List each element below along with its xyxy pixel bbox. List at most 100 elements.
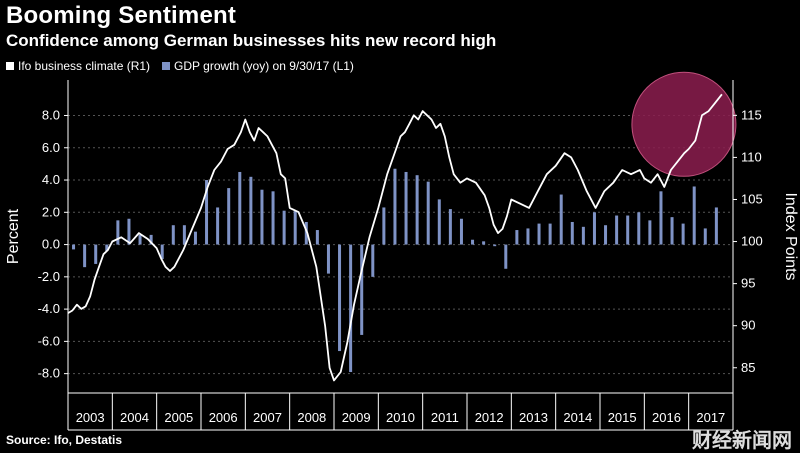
- axes: [67, 80, 734, 431]
- gdp-bar: [315, 230, 319, 245]
- legend-swatch-bars: [162, 62, 171, 70]
- chart-title: Booming Sentiment: [6, 2, 237, 29]
- gdp-bar: [371, 244, 375, 277]
- gdp-bar: [604, 225, 608, 245]
- left-axis-title: Percent: [5, 208, 22, 264]
- gdp-bar: [548, 223, 552, 245]
- gdp-bar: [271, 191, 275, 245]
- watermark-logo: 财经新闻网: [692, 428, 792, 452]
- gdp-bar: [615, 215, 619, 245]
- legend: Ifo business climate (R1) GDP growth (yo…: [6, 59, 354, 73]
- x-tick-label: 2005: [164, 410, 193, 425]
- left-tick-label: 6.0: [42, 140, 60, 155]
- gdp-bar: [260, 189, 264, 245]
- right-tick-label: 100: [741, 234, 763, 249]
- gdp-bar: [648, 220, 652, 245]
- gdp-bars: [72, 168, 718, 373]
- gdp-bar: [238, 171, 242, 245]
- gdp-bar: [94, 244, 98, 264]
- gdp-bar: [670, 217, 674, 245]
- gdp-bar: [205, 180, 209, 245]
- gdp-bar: [116, 220, 120, 245]
- gdp-bar: [537, 223, 541, 245]
- left-tick-label: -4.0: [38, 301, 60, 316]
- right-tick-label: 105: [741, 191, 763, 206]
- gdp-bar: [426, 181, 430, 245]
- right-axis-ticks: 85 90 95 100 105 110 115: [733, 107, 763, 375]
- x-tick-label: 2016: [652, 410, 681, 425]
- left-tick-label: -6.0: [38, 333, 60, 348]
- x-tick-label: 2011: [431, 410, 459, 425]
- gdp-bar: [692, 186, 696, 245]
- gdp-bar: [127, 218, 131, 245]
- gdp-bar: [171, 225, 175, 245]
- left-axis-ticks: -8.0 -6.0 -4.0 -2.0 0.0 2.0 4.0 6.0 8.0: [38, 107, 68, 381]
- gdp-bar: [515, 230, 519, 245]
- gdp-bar: [482, 241, 486, 245]
- gdp-bar: [326, 244, 330, 274]
- gdp-bar: [681, 223, 685, 245]
- gdp-bar: [293, 210, 297, 245]
- gdp-bar: [72, 244, 76, 250]
- left-tick-label: 2.0: [42, 204, 60, 219]
- gdp-bar: [349, 244, 353, 373]
- right-tick-label: 85: [741, 360, 755, 375]
- ifo-line: [67, 93, 723, 382]
- legend-swatch-line: [6, 62, 14, 70]
- gdp-bar: [415, 175, 419, 245]
- gdp-bar: [282, 210, 286, 245]
- left-tick-label: 8.0: [42, 107, 60, 122]
- gdp-bar: [459, 218, 463, 245]
- x-tick-label: 2012: [475, 410, 504, 425]
- highlight-circle: [631, 71, 737, 177]
- x-tick-label: 2007: [253, 410, 282, 425]
- x-tick-label: 2008: [297, 410, 326, 425]
- gdp-bar: [182, 225, 186, 245]
- gdp-bar: [504, 244, 508, 269]
- left-tick-label: 4.0: [42, 172, 60, 187]
- x-tick-label: 2006: [209, 410, 238, 425]
- x-tick-label: 2014: [563, 410, 592, 425]
- x-tick-label: 2013: [519, 410, 548, 425]
- gdp-bar: [471, 239, 475, 245]
- chart-subtitle: Confidence among German businesses hits …: [6, 31, 497, 50]
- right-tick-label: 90: [741, 318, 755, 333]
- right-tick-label: 110: [741, 149, 762, 164]
- x-tick-label: 2017: [696, 410, 725, 425]
- x-axis-labels: 2003 2004 2005 2006 2007 2008 2009 2010 2011 2012…: [67, 393, 734, 430]
- gdp-bar: [393, 168, 397, 245]
- gdp-bar: [581, 226, 585, 245]
- gdp-bar: [216, 207, 220, 245]
- x-tick-label: 2009: [342, 410, 371, 425]
- legend-item-bars: GDP growth (yoy) on 9/30/17 (L1): [162, 59, 354, 73]
- grid-lines: [68, 114, 733, 375]
- gdp-bar: [526, 228, 530, 245]
- gdp-bar: [626, 215, 630, 245]
- x-tick-label: 2004: [120, 410, 149, 425]
- gdp-bar: [360, 244, 364, 335]
- gdp-bar: [437, 199, 441, 245]
- gdp-bar: [714, 207, 718, 245]
- gdp-bar: [592, 212, 596, 245]
- legend-label-line: Ifo business climate (R1): [18, 59, 151, 73]
- gdp-bar: [304, 221, 308, 245]
- gdp-bar: [659, 191, 663, 245]
- right-axis-title: Index Points: [782, 192, 799, 280]
- gdp-bar: [105, 244, 109, 252]
- legend-item-line: Ifo business climate (R1): [6, 59, 150, 73]
- source-note: Source: Ifo, Destatis: [6, 433, 123, 447]
- gdp-bar: [382, 207, 386, 245]
- highlight-layer: [631, 71, 737, 177]
- gdp-bar: [160, 244, 164, 260]
- gdp-bar: [83, 244, 87, 268]
- gdp-bar: [637, 212, 641, 245]
- gdp-bar: [703, 228, 707, 245]
- gdp-bar: [404, 171, 408, 245]
- ifo-line-layer: [67, 93, 723, 382]
- gdp-bar: [448, 209, 452, 245]
- left-tick-label: -8.0: [38, 366, 60, 381]
- x-tick-label: 2015: [608, 410, 637, 425]
- right-tick-label: 115: [741, 107, 762, 122]
- gdp-bar: [227, 188, 231, 245]
